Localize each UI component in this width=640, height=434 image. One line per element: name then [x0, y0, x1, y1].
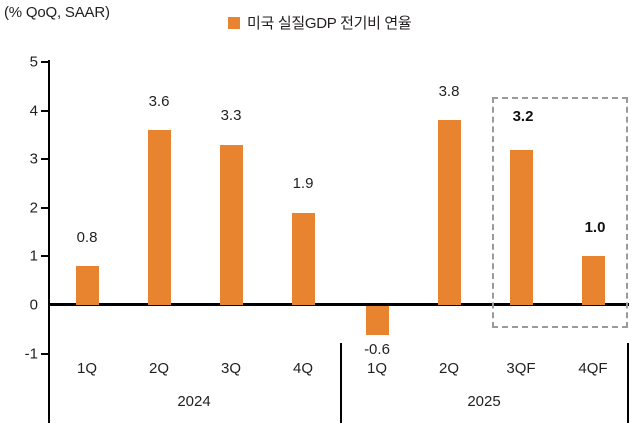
- group-divider-right: [627, 343, 629, 423]
- x-tick-label-2024-3q: 3Q: [220, 360, 241, 377]
- y-axis-tick: [41, 109, 50, 112]
- y-tick-label: 3: [29, 150, 38, 168]
- bar-2025-3qf[interactable]: [510, 149, 533, 305]
- y-axis-tick: [41, 255, 50, 258]
- y-axis-line: [48, 60, 50, 423]
- y-tick-label: 1: [29, 247, 38, 265]
- bar-value-label: 0.8: [76, 229, 98, 246]
- group-divider-left: [48, 343, 50, 423]
- x-tick-label-2024-1q: 1Q: [76, 360, 97, 377]
- x-tick-label-2024-2q: 2Q: [148, 360, 169, 377]
- y-axis-tick: [41, 206, 50, 209]
- y-axis-unit-label: (% QoQ, SAAR): [4, 4, 110, 21]
- y-tick-label: 2: [29, 199, 38, 217]
- bar-value-label: 3.3: [220, 107, 242, 124]
- y-axis-tick: [41, 352, 50, 355]
- y-tick-label: 5: [29, 53, 38, 71]
- bar-value-label: 3.6: [148, 93, 170, 110]
- bar-value-label: 1.9: [292, 175, 314, 192]
- group-label-2024: 2024: [177, 393, 211, 410]
- x-tick-label-2025-1q: 1Q: [366, 360, 387, 377]
- bar-2024-2q[interactable]: [148, 130, 171, 305]
- bar-2025-4qf[interactable]: [582, 256, 605, 305]
- x-tick-label-2025-2q: 2Q: [438, 360, 459, 377]
- y-tick-label: 4: [29, 102, 38, 120]
- y-axis-tick: [41, 61, 50, 63]
- y-axis-tick-labels: 5 4 3 2 1 0 -1: [0, 0, 38, 434]
- bar-2024-3q[interactable]: [220, 144, 243, 305]
- group-label-2025: 2025: [467, 393, 501, 410]
- y-axis-tick: [41, 158, 50, 161]
- legend-series-label: 미국 실질GDP 전기비 연율: [247, 15, 412, 32]
- y-tick-label: 0: [29, 296, 38, 314]
- y-tick-label: -1: [24, 345, 38, 363]
- x-tick-label-2025-4qf: 4QF: [578, 360, 608, 377]
- forecast-region-box: [492, 97, 628, 328]
- bar-2024-1q[interactable]: [76, 266, 99, 305]
- chart-legend: 미국 실질GDP 전기비 연율: [228, 12, 412, 33]
- bar-value-label-forecast: 1.0: [584, 219, 606, 236]
- bar-2025-1q[interactable]: [366, 306, 389, 336]
- legend-swatch-icon: [228, 16, 240, 29]
- bar-value-label: -0.6: [364, 341, 390, 358]
- zero-baseline: [49, 303, 629, 306]
- group-divider-middle: [340, 343, 342, 423]
- bar-value-label-forecast: 3.2: [512, 108, 534, 125]
- bar-2025-2q[interactable]: [438, 120, 461, 305]
- x-tick-label-2025-3qf: 3QF: [506, 360, 536, 377]
- bar-2024-4q[interactable]: [292, 212, 315, 305]
- x-tick-label-2024-4q: 4Q: [292, 360, 313, 377]
- bar-value-label: 3.8: [438, 83, 460, 100]
